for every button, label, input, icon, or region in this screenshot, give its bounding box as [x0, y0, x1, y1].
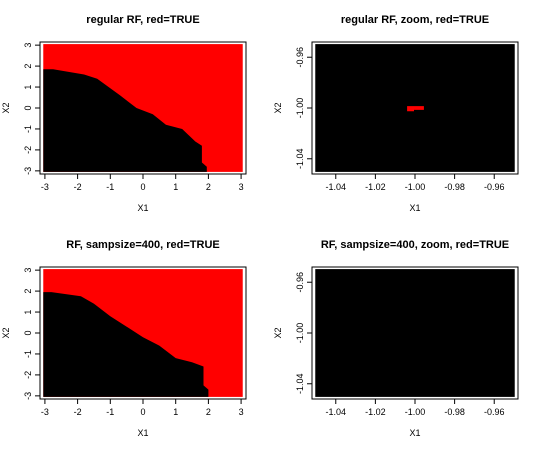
y-axis-label: X2 [1, 102, 11, 113]
chart-background-fill [315, 269, 515, 397]
x-tick-label: 3 [239, 407, 244, 417]
chart-panel-1: regular RF, red=TRUE -3 -2 -1 0 1 2 3 -3 -2 -1 0 1 2 3… [1, 14, 247, 213]
chart-title: regular RF, red=TRUE [86, 14, 199, 26]
x-axis-label: X1 [409, 428, 420, 438]
x-axis-label: X1 [137, 203, 148, 213]
chart-region-1 [407, 106, 424, 112]
x-tick-label: -1 [106, 182, 114, 192]
y-tick-label: -3 [23, 392, 33, 400]
x-tick-label: -3 [41, 182, 49, 192]
chart-title: RF, sampsize=400, red=TRUE [66, 239, 219, 251]
y-tick-label: -1.04 [295, 149, 305, 170]
y-tick-label: 2 [23, 289, 33, 294]
chart-title: regular RF, zoom, red=TRUE [341, 14, 489, 26]
x-tick-label: -0.96 [484, 182, 505, 192]
x-tick-label: 3 [239, 182, 244, 192]
y-tick-label: -1.04 [295, 374, 305, 395]
x-tick-label: 1 [173, 182, 178, 192]
chart-region-1 [43, 69, 207, 172]
chart-region-1 [43, 292, 209, 397]
y-tick-label: -1 [23, 125, 33, 133]
y-tick-label: -2 [23, 371, 33, 379]
chart-panel-3: RF, sampsize=400, red=TRUE -3 -2 -1 0 1 2 3 -3 -2… [1, 239, 247, 438]
x-tick-label: 2 [206, 407, 211, 417]
x-tick-label: -1.00 [405, 407, 426, 417]
y-tick-label: -0.96 [295, 272, 305, 293]
x-tick-label: -3 [41, 407, 49, 417]
x-tick-label: -1.04 [326, 182, 347, 192]
x-tick-label: 0 [140, 407, 145, 417]
x-tick-label: 1 [173, 407, 178, 417]
y-tick-label: -2 [23, 146, 33, 154]
x-tick-label: -1.02 [365, 182, 386, 192]
x-tick-label: 0 [140, 182, 145, 192]
y-tick-label: 2 [23, 64, 33, 69]
x-tick-label: -0.98 [444, 182, 465, 192]
chart-panel-4: RF, sampsize=400, zoom, red=TRUE -1.04 -1.… [273, 239, 519, 438]
chart-title: RF, sampsize=400, zoom, red=TRUE [321, 239, 509, 251]
x-tick-label: -0.98 [444, 407, 465, 417]
y-tick-label: 1 [23, 85, 33, 90]
x-tick-label: -2 [74, 182, 82, 192]
y-tick-label: -3 [23, 167, 33, 175]
y-tick-label: 3 [23, 268, 33, 273]
y-tick-label: 0 [23, 330, 33, 335]
x-axis-label: X1 [409, 203, 420, 213]
y-axis-label: X2 [273, 102, 283, 113]
chart-panel-2: regular RF, zoom, red=TRUE -1.04 -1.02 -1.0… [273, 14, 519, 213]
y-tick-label: -1.00 [295, 98, 305, 119]
x-tick-label: -1.04 [326, 407, 347, 417]
y-axis-label: X2 [1, 327, 11, 338]
x-tick-label: -2 [74, 407, 82, 417]
y-tick-label: 3 [23, 43, 33, 48]
y-tick-label: -1 [23, 350, 33, 358]
y-tick-label: -1.00 [295, 323, 305, 344]
y-tick-label: -0.96 [295, 47, 305, 68]
x-tick-label: -0.96 [484, 407, 505, 417]
x-tick-label: -1 [106, 407, 114, 417]
y-tick-label: 0 [23, 105, 33, 110]
x-axis-label: X1 [137, 428, 148, 438]
x-tick-label: -1.02 [365, 407, 386, 417]
y-axis-label: X2 [273, 327, 283, 338]
x-tick-label: -1.00 [405, 182, 426, 192]
y-tick-label: 1 [23, 310, 33, 315]
x-tick-label: 2 [206, 182, 211, 192]
